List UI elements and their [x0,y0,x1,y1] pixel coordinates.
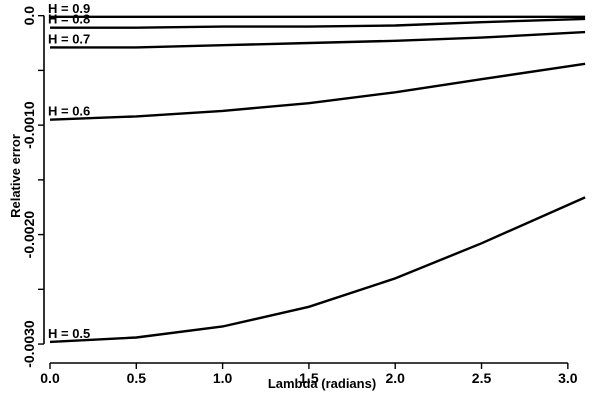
x-tick-label: 3.0 [558,370,578,386]
y-tick-label: -0.0010 [21,101,37,149]
series-label: H = 0.7 [48,31,90,46]
x-tick-label: 2.5 [472,370,492,386]
x-tick-label: 0.0 [40,370,60,386]
y-axis-title: Relative error [8,134,23,218]
x-tick-label: 0.5 [127,370,147,386]
series-line [50,30,586,49]
series-label: H = 0.5 [48,326,90,341]
series-layer [49,15,586,344]
series-label: H = 0.8 [48,12,90,27]
series-line [50,17,586,29]
series-line [49,196,586,344]
series-line [49,62,586,121]
y-tick-label: -0.0020 [21,211,37,259]
x-tick-label: 1.5 [299,370,319,386]
series-labels: H = 0.9H = 0.8 H = 0.7 H = 0.6 H = 0.5 [48,1,90,341]
x-tick-label: 2.0 [385,370,405,386]
y-tick-label: -0.0030 [21,320,37,368]
series-label: H = 0.6 [48,104,90,119]
axes: 0.0 0.5 1.0 1.5 2.0 2.5 3.0 0.0 -0.0010 -0.0020 -0… [21,6,578,386]
y-tick-label: 0.0 [21,6,37,26]
x-axis-title: Lambda (radians) [268,376,376,391]
x-tick-label: 1.0 [213,370,233,386]
series-label: H = 0.9 [48,1,90,16]
